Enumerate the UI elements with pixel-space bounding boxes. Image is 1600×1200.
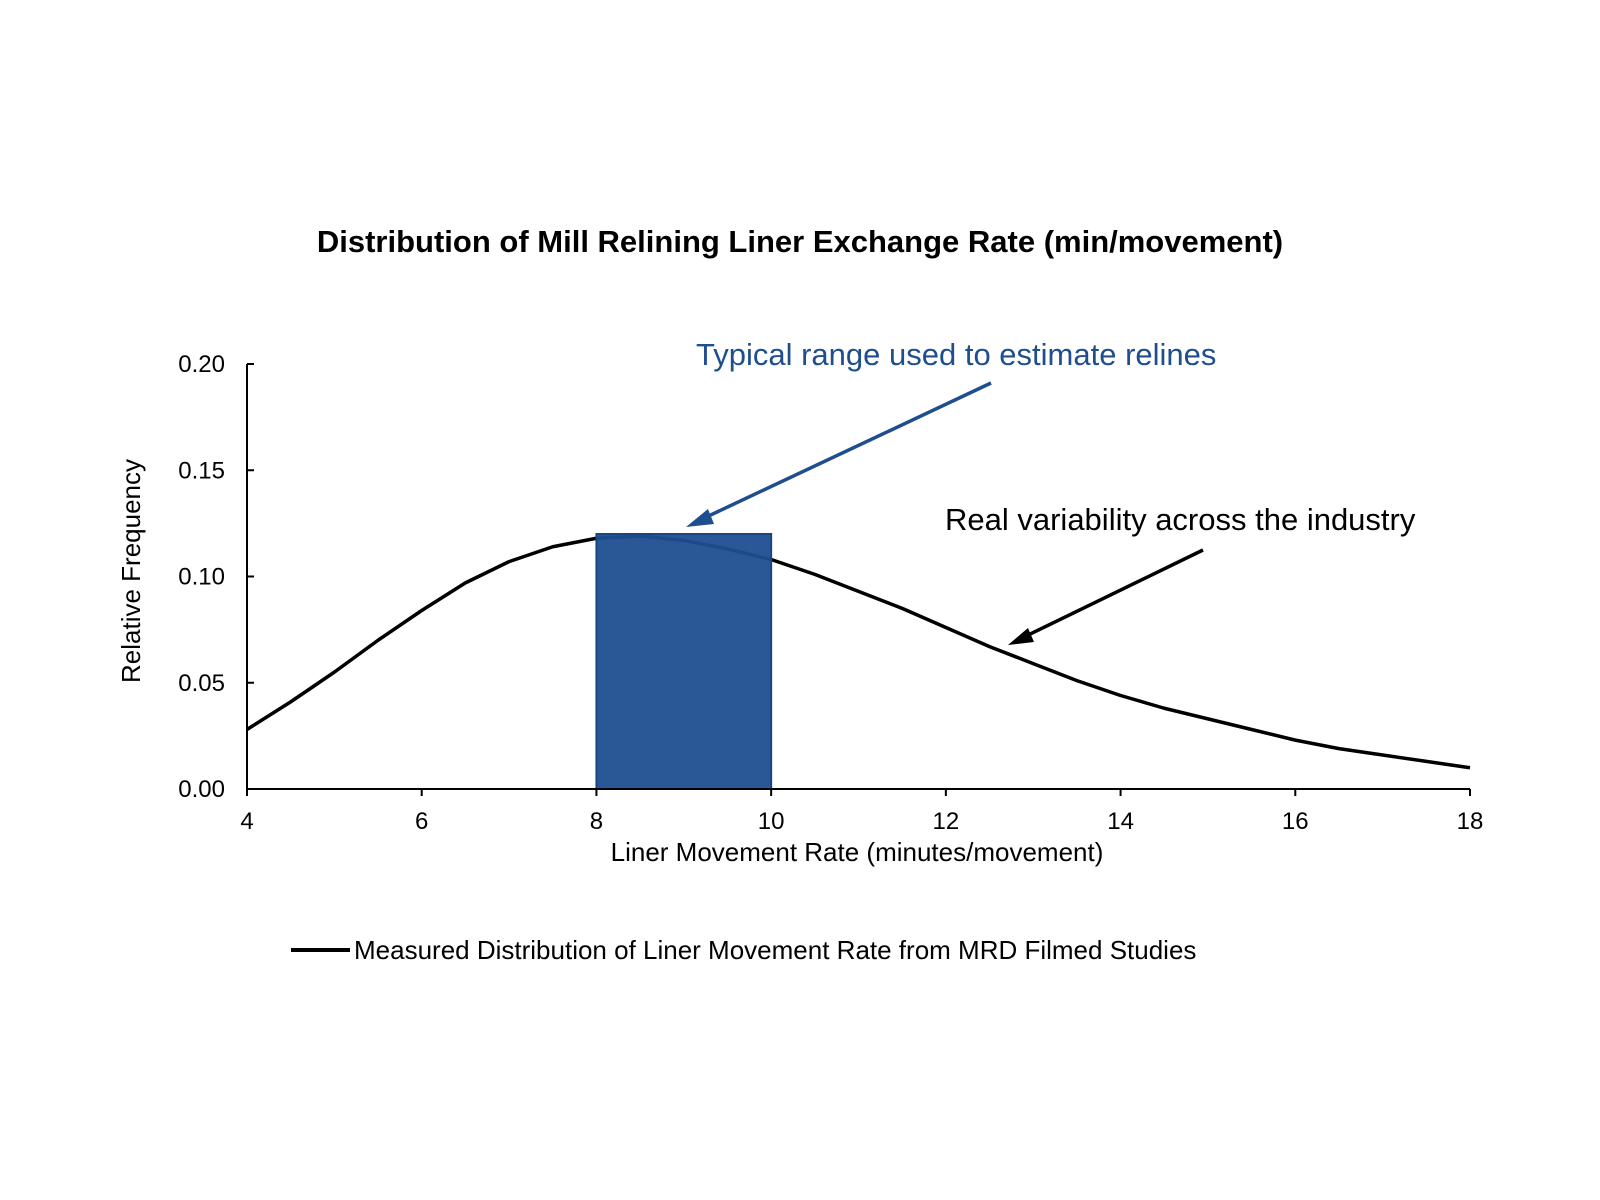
annotation-arrow-blue — [699, 381, 992, 522]
x-tick-label: 18 — [1457, 808, 1484, 835]
highlight-range — [595, 533, 773, 790]
y-axis-label: Relative Frequency — [116, 459, 146, 683]
axes: 4 6 8 10 12 14 16 18 0.00 0.05 0.10 0.15 0.20 — [178, 351, 1483, 835]
annotation-variability: Real variability across the industry — [945, 502, 1416, 537]
annotation-arrow-black — [1021, 548, 1204, 640]
annotation-typical-range: Typical range used to estimate relines — [696, 337, 1216, 372]
x-axis-label: Liner Movement Rate (minutes/movement) — [611, 837, 1104, 867]
x-tick-label: 16 — [1282, 808, 1309, 835]
series-group — [246, 534, 1471, 770]
y-tick-label: 0.20 — [178, 351, 225, 378]
series-line — [246, 534, 1471, 770]
x-tick-label: 10 — [758, 808, 785, 835]
x-tick-label: 8 — [590, 808, 603, 835]
arrowhead-blue-icon — [686, 509, 714, 527]
x-tick-label: 14 — [1107, 808, 1134, 835]
y-tick-label: 0.05 — [178, 670, 225, 697]
x-tick-label: 12 — [933, 808, 960, 835]
x-tick-label: 4 — [240, 808, 253, 835]
arrowhead-black-icon — [1008, 628, 1034, 645]
y-tick-label: 0.15 — [178, 457, 225, 484]
y-tick-label: 0.10 — [178, 564, 225, 591]
chart-title: Distribution of Mill Relining Liner Exch… — [317, 224, 1283, 259]
highlight-bar — [595, 533, 773, 790]
legend-label: Measured Distribution of Liner Movement … — [354, 935, 1196, 965]
x-tick-label: 6 — [415, 808, 428, 835]
y-tick-label: 0.00 — [178, 776, 225, 803]
